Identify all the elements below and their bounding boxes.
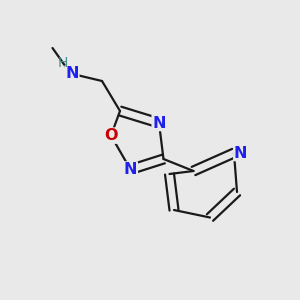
- Text: N: N: [234, 146, 247, 160]
- Text: N: N: [65, 66, 79, 81]
- Text: H: H: [58, 56, 68, 70]
- Text: N: N: [124, 162, 137, 177]
- Text: N: N: [152, 116, 166, 130]
- Text: O: O: [104, 128, 118, 143]
